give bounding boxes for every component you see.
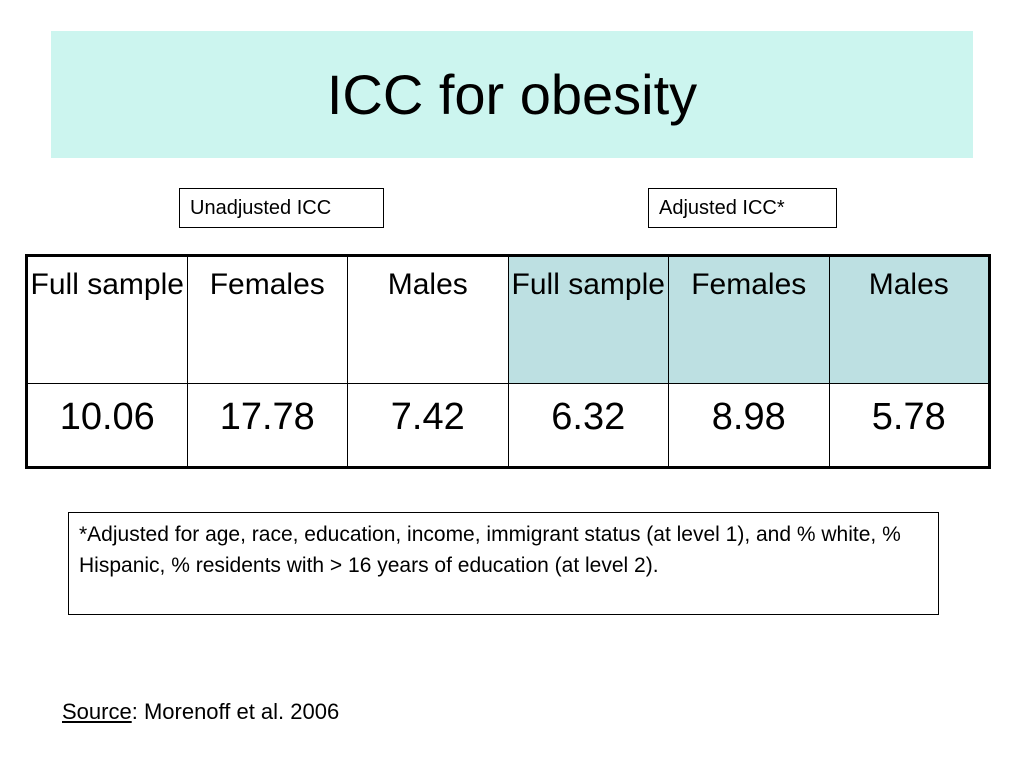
icc-table: Full sample Females Males Full sample Fe… <box>25 254 991 469</box>
header-cell-unadjusted-full-sample: Full sample <box>26 255 188 384</box>
header-cell-unadjusted-females: Females <box>186 255 348 384</box>
slide-title: ICC for obesity <box>326 62 698 126</box>
table-header-row: Full sample Females Males Full sample Fe… <box>26 255 990 384</box>
value-cell-adjusted-full-sample: 6.32 <box>507 383 669 468</box>
value-cell-unadjusted-full-sample: 10.06 <box>26 383 188 468</box>
source-label: Source <box>62 699 132 724</box>
adjusted-icc-label: Adjusted ICC* <box>648 188 837 228</box>
header-cell-adjusted-full-sample: Full sample <box>507 255 669 384</box>
value-cell-adjusted-males: 5.78 <box>828 383 990 468</box>
header-cell-unadjusted-males: Males <box>347 255 509 384</box>
source-text: : Morenoff et al. 2006 <box>131 699 340 724</box>
value-cell-adjusted-females: 8.98 <box>668 383 830 468</box>
table-row: 10.06 17.78 7.42 6.32 8.98 5.78 <box>26 383 990 468</box>
value-cell-unadjusted-males: 7.42 <box>347 383 509 468</box>
source-citation: Source: Morenoff et al. 2006 <box>62 699 339 725</box>
value-cell-unadjusted-females: 17.78 <box>186 383 348 468</box>
header-cell-adjusted-females: Females <box>668 255 830 384</box>
header-cell-adjusted-males: Males <box>828 255 990 384</box>
adjustment-footnote: *Adjusted for age, race, education, inco… <box>68 512 939 615</box>
title-band: ICC for obesity <box>51 31 973 158</box>
unadjusted-icc-label: Unadjusted ICC <box>179 188 384 228</box>
